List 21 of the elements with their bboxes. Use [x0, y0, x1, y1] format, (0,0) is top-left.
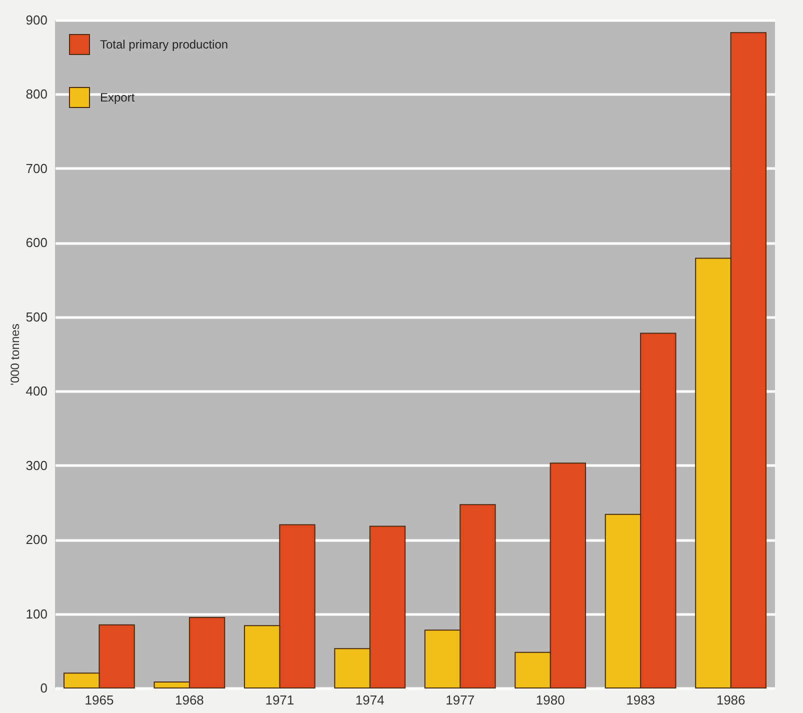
x-tick-label: 1974: [355, 692, 384, 708]
y-tick-label: 600: [26, 235, 48, 250]
y-tick-label: 0: [40, 680, 48, 696]
y-tick-label: 200: [26, 532, 48, 548]
x-tick-label: 1983: [626, 692, 656, 708]
x-tick-label: 1986: [716, 692, 746, 708]
x-tick-label: 1965: [84, 692, 114, 708]
y-tick-label: 400: [26, 384, 48, 399]
y-tick-label: 700: [26, 160, 48, 176]
legend-label: Export: [100, 90, 136, 104]
y-tick-label: 300: [26, 458, 48, 473]
x-tick-label: 1980: [536, 692, 565, 708]
y-tick-label: 800: [26, 86, 48, 102]
x-tick-label: 1968: [174, 692, 204, 708]
y-tick-label: 500: [26, 309, 48, 324]
x-tick-label: 1971: [265, 692, 294, 708]
legend-label: Total primary production: [100, 38, 228, 52]
y-tick-label: 900: [26, 12, 48, 28]
y-axis-title: '000 tonnes: [8, 324, 22, 386]
x-tick-label: 1977: [446, 692, 475, 708]
y-tick-label: 100: [26, 606, 48, 622]
